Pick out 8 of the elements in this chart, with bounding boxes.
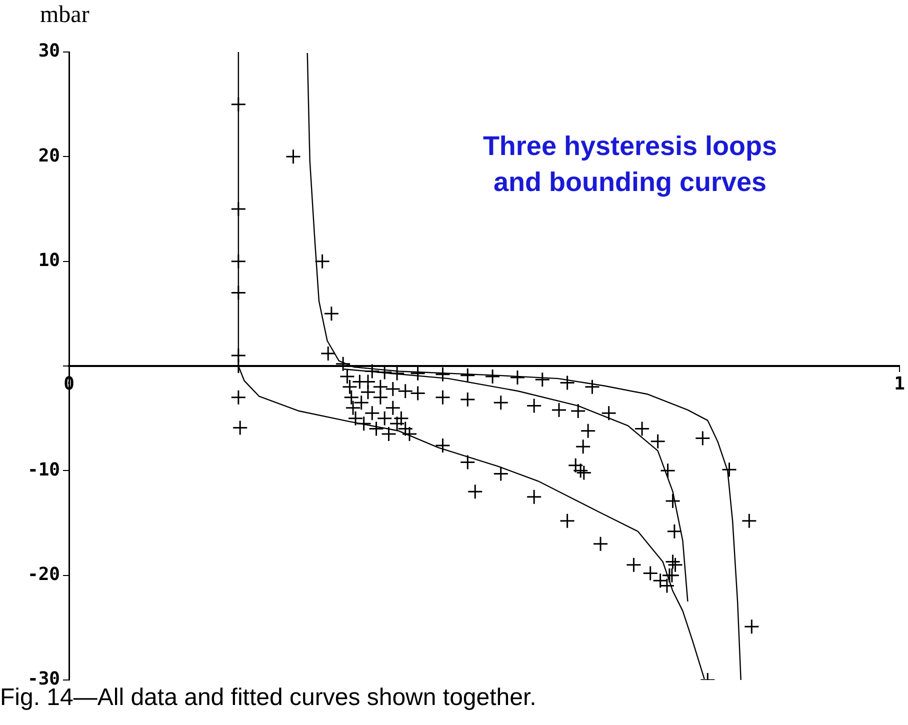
y-tick-label: -20 (27, 564, 60, 586)
y-tick-label: -10 (27, 459, 60, 480)
y-axis-title: mbar (40, 2, 90, 29)
y-tick-label: 30 (38, 40, 60, 62)
y-tick-label: 20 (38, 145, 60, 166)
text: Three hysteresis loops and bounding curves (482, 130, 778, 200)
x-tick-label: 1 (894, 373, 905, 394)
y-tick-label: 10 (38, 250, 60, 272)
